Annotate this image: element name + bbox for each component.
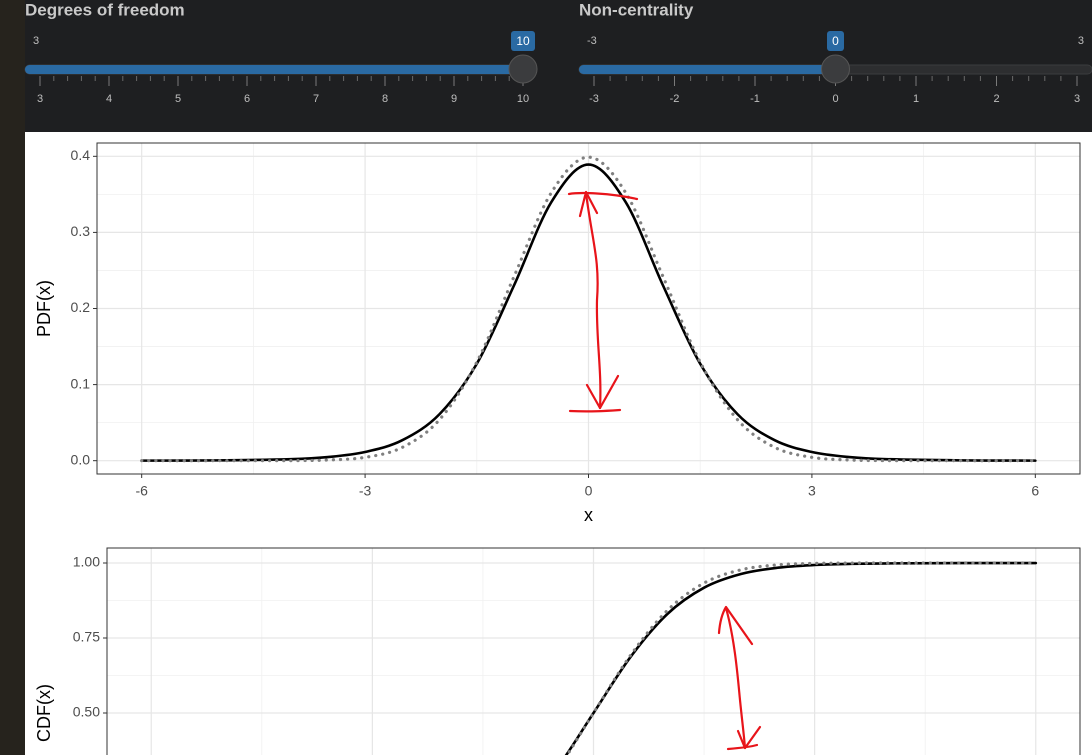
slider-min: -3 xyxy=(587,35,597,47)
arrow xyxy=(584,191,602,410)
panel-border xyxy=(96,142,1081,475)
slider-tick-label: 7 xyxy=(313,93,319,105)
x-tick-label: 3 xyxy=(808,483,816,499)
slider-thumb[interactable] xyxy=(508,54,538,84)
slider-value-badge xyxy=(827,31,844,51)
arrow-head xyxy=(726,725,762,751)
x-tick-label: -6 xyxy=(135,483,148,499)
slider-tick-label: 6 xyxy=(244,93,250,105)
panel-border xyxy=(106,547,1081,755)
y-tick-label: 1.00 xyxy=(73,554,100,570)
slider-tick-label: 0 xyxy=(832,93,838,105)
x-tick-label: 0 xyxy=(585,483,593,499)
plot-area xyxy=(25,132,1092,755)
y-tick-label: 0.75 xyxy=(73,629,100,645)
series-line xyxy=(140,155,1037,463)
x-tick-label: -3 xyxy=(359,483,372,499)
y-axis-label: PDF(x) xyxy=(34,280,54,337)
x-tick-label: 6 xyxy=(1031,483,1039,499)
slider-tick-label: -1 xyxy=(750,93,760,105)
arrow-head xyxy=(717,605,754,646)
slider-bar xyxy=(579,65,836,74)
sidebar-edge xyxy=(0,0,25,755)
arrow-head xyxy=(568,374,622,413)
x-axis-label: x xyxy=(584,505,593,525)
slider-value-badge xyxy=(511,31,535,51)
slider-tick-label: 1 xyxy=(913,93,919,105)
slider-tick-label: -3 xyxy=(589,93,599,105)
slider-tick-label: 3 xyxy=(37,93,43,105)
slider-label: Degrees of freedom xyxy=(25,0,185,19)
slider-thumb[interactable] xyxy=(821,54,850,84)
y-tick-label: 0.2 xyxy=(71,299,91,315)
slider-tick-label: 2 xyxy=(993,93,999,105)
series-line xyxy=(140,163,1037,462)
slider-tick-label: 10 xyxy=(517,93,529,105)
slider-max: 3 xyxy=(1078,35,1084,47)
slider-tick-label: 3 xyxy=(1074,93,1080,105)
y-tick-label: 0.3 xyxy=(71,223,91,239)
series-line xyxy=(565,561,1038,755)
arrow xyxy=(724,606,747,750)
slider-tick-label: 9 xyxy=(451,93,457,105)
slider-tick-label: 5 xyxy=(175,93,181,105)
y-axis-label: CDF(x) xyxy=(34,684,54,742)
arrow-head xyxy=(567,190,639,218)
slider-min: 3 xyxy=(33,35,39,47)
slider-value: 10 xyxy=(516,34,530,48)
slider-value: 0 xyxy=(832,34,839,48)
y-tick-label: 0.4 xyxy=(71,147,91,163)
plot-lines xyxy=(140,155,1037,463)
y-tick-label: 0.0 xyxy=(71,451,91,467)
slider-tick-label: -2 xyxy=(670,93,680,105)
slider-tick-label: 8 xyxy=(382,93,388,105)
y-tick-label: 0.50 xyxy=(73,704,100,720)
annotations xyxy=(567,190,762,751)
slider-bar xyxy=(25,65,523,74)
y-tick-label: 0.1 xyxy=(71,375,91,391)
plot-lines xyxy=(564,561,1038,755)
slider-label: Non-centrality xyxy=(579,0,694,19)
slider-tick-label: 4 xyxy=(106,93,112,105)
